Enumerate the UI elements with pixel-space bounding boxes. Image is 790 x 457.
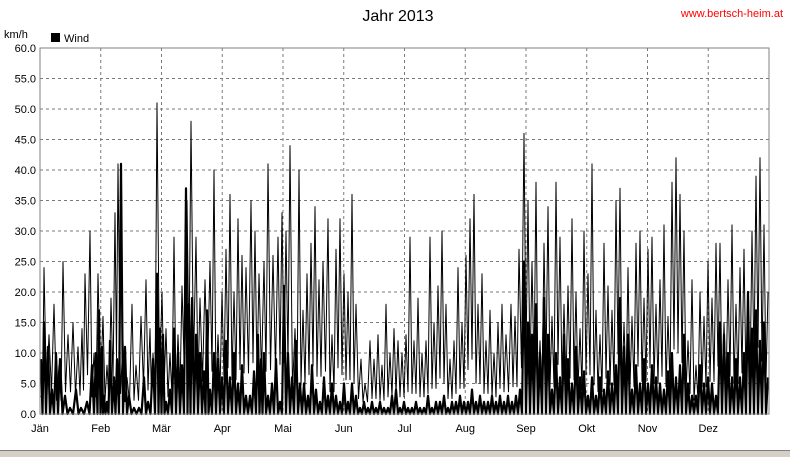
x-tick-label: Okt [578, 423, 595, 435]
x-tick-label: Dez [698, 423, 718, 435]
legend-label-wind: Wind [64, 33, 89, 45]
series-line-wind-gust [40, 102, 769, 403]
y-tick-label: 30.0 [15, 226, 36, 238]
y-axis-unit: km/h [4, 29, 28, 41]
y-tick-label: 60.0 [15, 43, 36, 55]
x-tick-label: Apr [214, 423, 231, 435]
x-tick-label: Jän [31, 423, 49, 435]
x-tick-label: Feb [91, 423, 110, 435]
y-tick-label: 50.0 [15, 104, 36, 116]
y-tick-label: 5.0 [21, 379, 36, 391]
site-url-link[interactable]: www.bertsch-heim.at [680, 8, 783, 20]
legend: Wind [51, 33, 89, 45]
y-tick-label: 0.0 [21, 409, 36, 421]
y-tick-label: 10.0 [15, 348, 36, 360]
y-axis-ticks: 0.0 5.0 10.0 15.0 20.0 25.0 30.0 35.0 40.0 45.0 50… [15, 43, 36, 421]
status-strip [0, 450, 790, 457]
x-tick-label: Jun [335, 423, 353, 435]
y-tick-label: 35.0 [15, 196, 36, 208]
x-tick-label: Mär [152, 423, 171, 435]
y-tick-label: 40.0 [15, 165, 36, 177]
legend-swatch [51, 33, 60, 42]
x-tick-label: Mai [274, 423, 292, 435]
y-tick-label: 25.0 [15, 257, 36, 269]
y-tick-label: 15.0 [15, 318, 36, 330]
x-tick-label: Nov [638, 423, 658, 435]
chart-title: Jahr 2013 [362, 8, 433, 25]
x-tick-label: Aug [455, 423, 475, 435]
x-axis-ticks: Jän Feb Mär Apr Mai Jun Jul Aug Sep Okt Nov Dez [31, 423, 718, 435]
x-tick-label: Jul [397, 423, 411, 435]
y-tick-label: 55.0 [15, 74, 36, 86]
y-tick-label: 45.0 [15, 135, 36, 147]
x-tick-label: Sep [516, 423, 536, 435]
plot-frame [39, 47, 770, 415]
y-tick-label: 20.0 [15, 287, 36, 299]
